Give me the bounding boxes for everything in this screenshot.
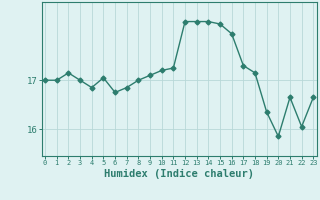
X-axis label: Humidex (Indice chaleur): Humidex (Indice chaleur) [104,169,254,179]
